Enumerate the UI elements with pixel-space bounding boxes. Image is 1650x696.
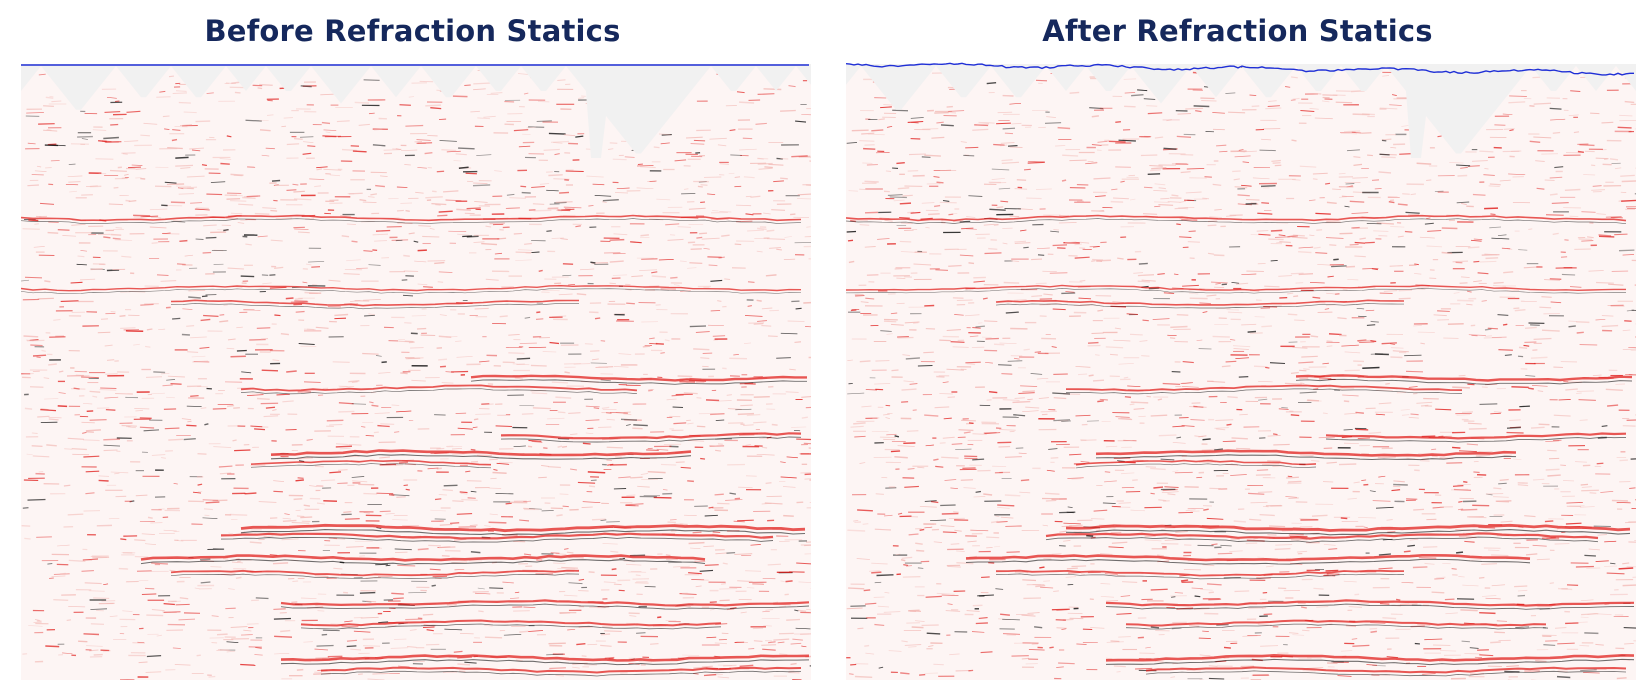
panel-title-after: After Refraction Statics — [1042, 14, 1433, 48]
trace-layer — [846, 66, 1636, 680]
datum-line — [846, 62, 1634, 76]
seismic-section-after — [846, 58, 1636, 680]
top-margin — [846, 58, 1636, 64]
panel-title-before: Before Refraction Statics — [204, 14, 621, 48]
top-margin — [21, 58, 811, 64]
section-background — [21, 58, 811, 680]
mute-zone — [846, 58, 1636, 158]
mute-zone — [21, 58, 811, 158]
seismic-image-before — [21, 58, 811, 680]
seismic-image-after — [846, 58, 1636, 680]
seismic-section-before — [21, 58, 811, 680]
section-background — [846, 58, 1636, 680]
trace-layer — [21, 69, 811, 680]
